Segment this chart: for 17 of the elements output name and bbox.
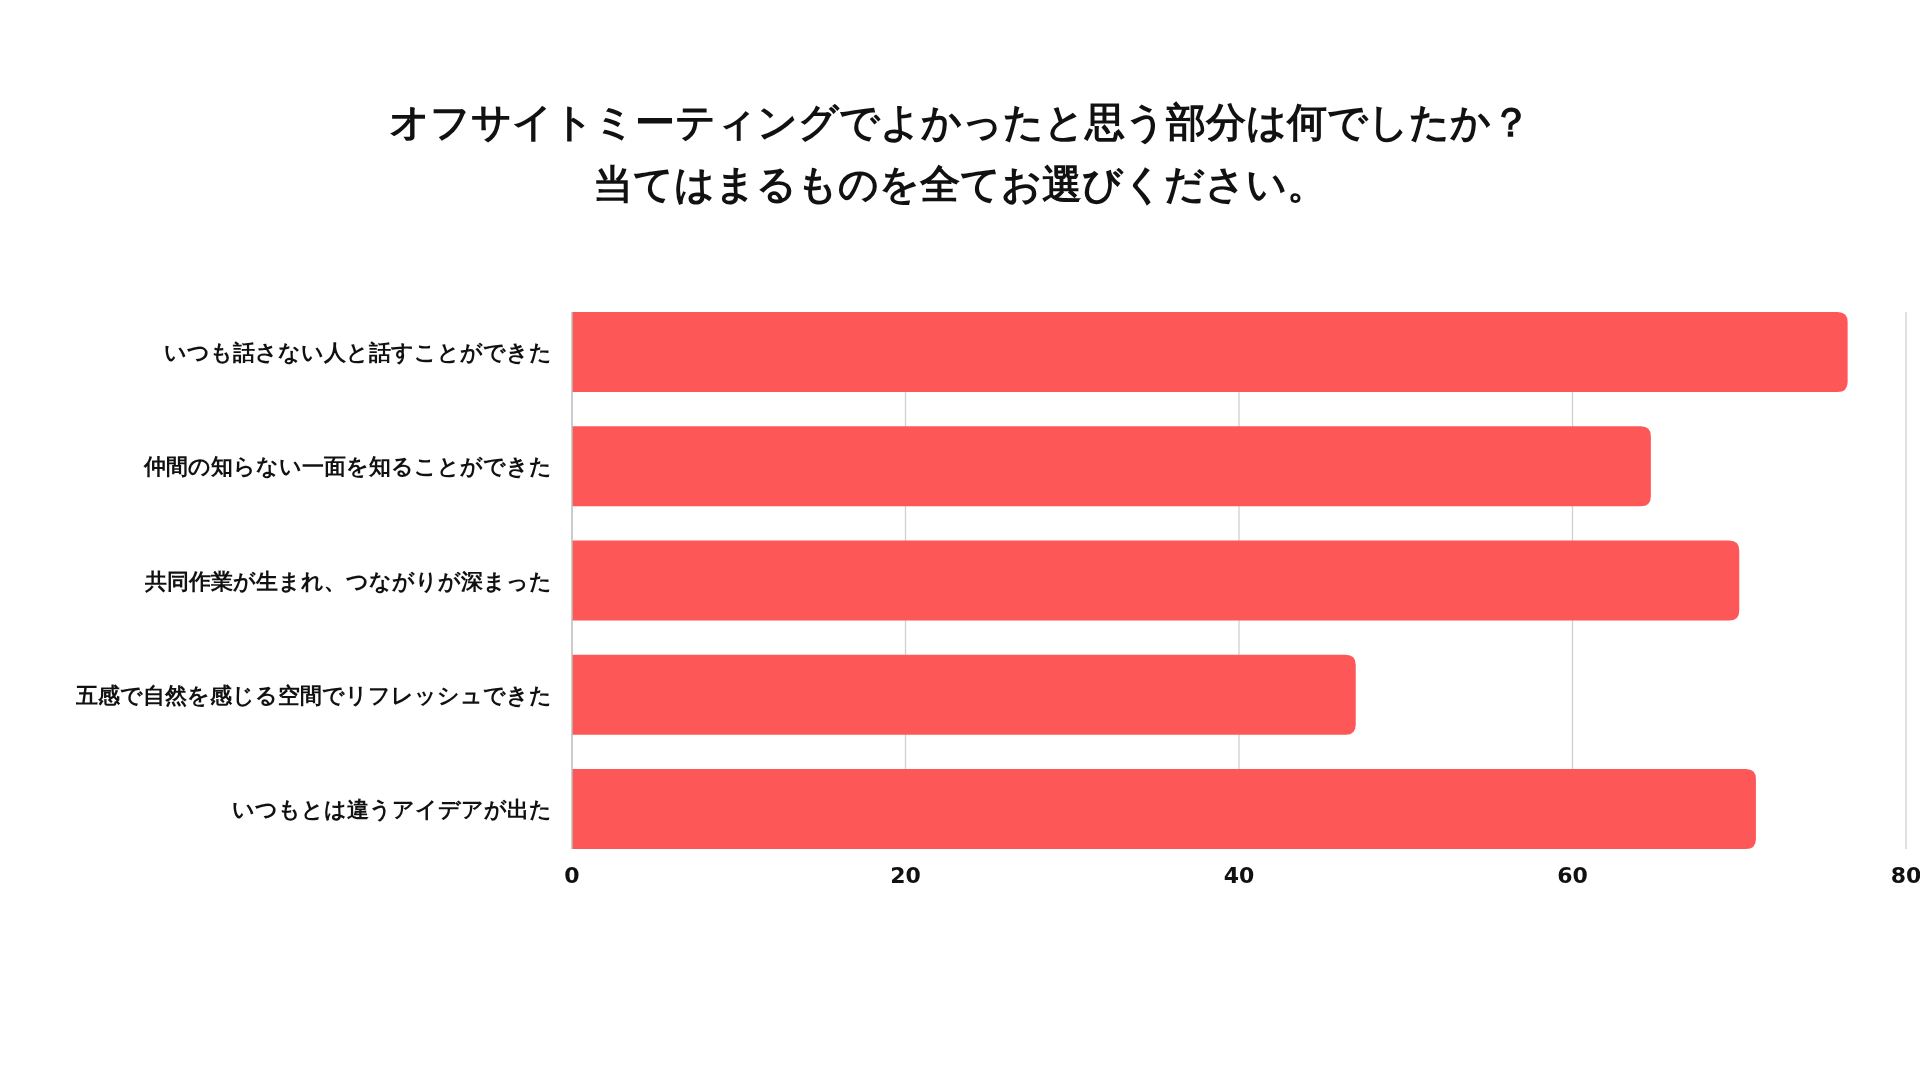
y-tick-label: いつも話さない人と話すことができた	[164, 340, 552, 365]
x-tick-label: 20	[890, 863, 921, 888]
y-tick-label: 共同作業が生まれ、つながりが深まった	[144, 568, 552, 594]
bar	[572, 769, 1756, 849]
y-tick-label: いつもとは違うアイデアが出た	[232, 797, 552, 822]
x-tick-label: 0	[564, 863, 580, 888]
chart-subtitle: 当てはまるものを全てお選びください。	[593, 161, 1327, 207]
bar	[572, 540, 1740, 621]
bar	[572, 312, 1848, 392]
y-tick-label: 仲間の知らない一面を知ることができた	[143, 454, 552, 480]
bar	[572, 426, 1651, 507]
chart-title: オフサイトミーティングでよかったと思う部分は何でしたか？	[389, 99, 1531, 145]
y-tick-label: 五感で自然を感じる空間でリフレッシュできた	[75, 682, 552, 708]
x-tick-label: 60	[1557, 863, 1588, 888]
x-tick-label: 40	[1223, 863, 1255, 888]
x-tick-label: 80	[1890, 863, 1920, 888]
bar	[572, 654, 1356, 735]
